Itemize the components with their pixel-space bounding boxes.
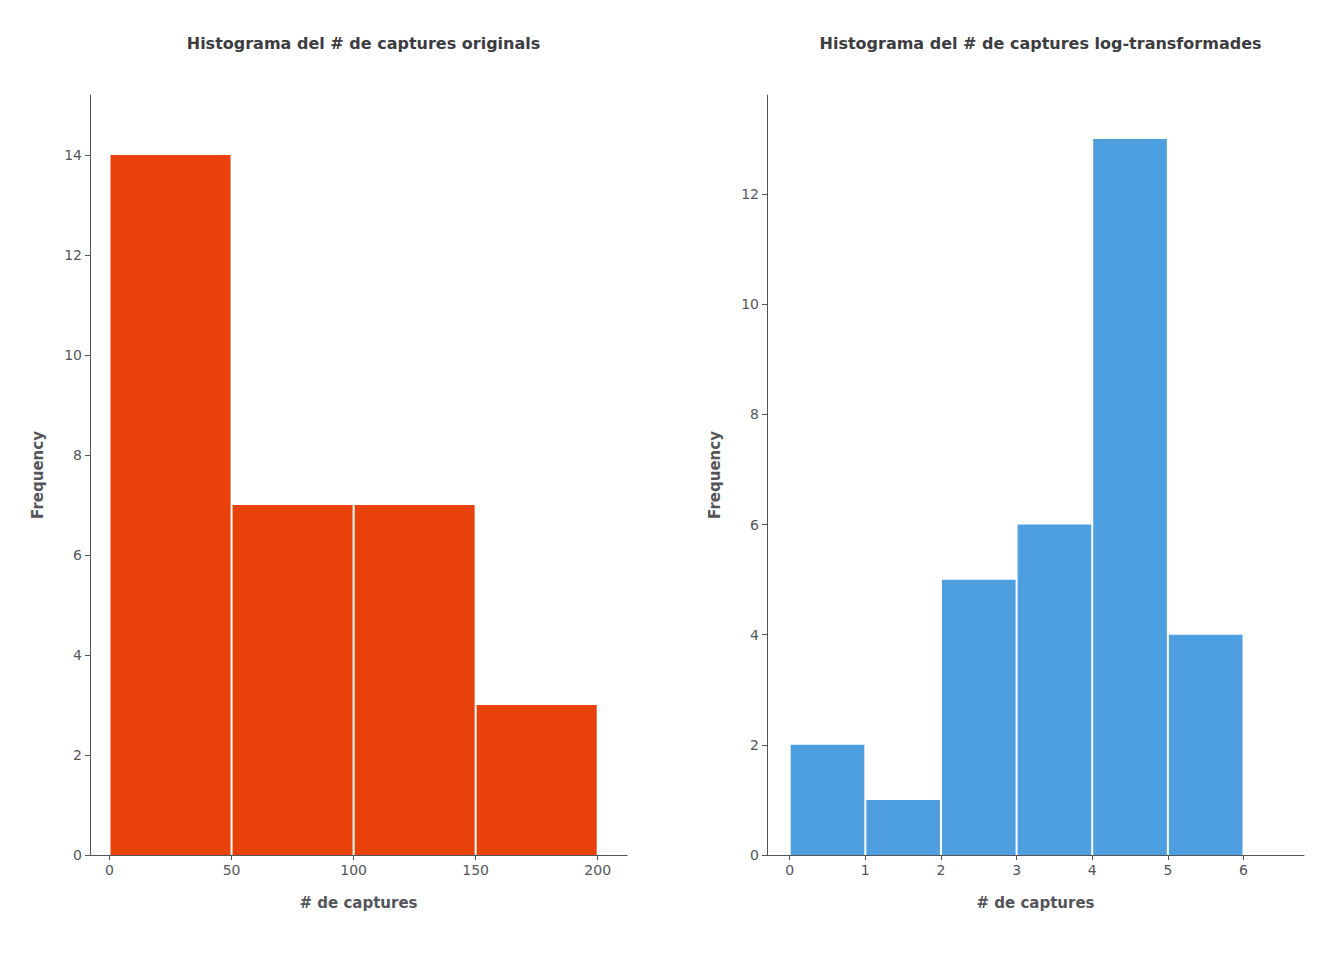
svg-text:Histograma del # de captures l: Histograma del # de captures log-transfo… [820, 34, 1262, 53]
svg-text:Frequency: Frequency [706, 431, 724, 519]
svg-text:2: 2 [73, 747, 82, 763]
svg-text:6: 6 [1239, 862, 1248, 878]
svg-text:6: 6 [73, 547, 82, 563]
svg-text:150: 150 [462, 862, 489, 878]
svg-text:5: 5 [1163, 862, 1172, 878]
svg-text:12: 12 [64, 247, 82, 263]
svg-text:8: 8 [750, 406, 759, 422]
svg-text:1: 1 [861, 862, 870, 878]
svg-text:2: 2 [750, 737, 759, 753]
svg-text:100: 100 [340, 862, 367, 878]
svg-text:0: 0 [750, 847, 759, 863]
svg-text:Histograma del # de captures o: Histograma del # de captures originals [187, 34, 541, 53]
svg-text:2: 2 [936, 862, 945, 878]
svg-text:0: 0 [105, 862, 114, 878]
svg-text:12: 12 [741, 186, 759, 202]
svg-text:4: 4 [73, 647, 82, 663]
svg-text:14: 14 [64, 147, 82, 163]
svg-text:Frequency: Frequency [29, 431, 47, 519]
svg-text:4: 4 [750, 627, 759, 643]
svg-text:10: 10 [64, 347, 82, 363]
svg-text:8: 8 [73, 447, 82, 463]
svg-text:# de captures: # de captures [976, 894, 1094, 912]
svg-text:0: 0 [73, 847, 82, 863]
svg-text:50: 50 [223, 862, 241, 878]
svg-text:# de captures: # de captures [299, 894, 417, 912]
svg-text:4: 4 [1088, 862, 1097, 878]
svg-text:0: 0 [785, 862, 794, 878]
svg-text:200: 200 [584, 862, 611, 878]
svg-text:10: 10 [741, 296, 759, 312]
svg-text:6: 6 [750, 517, 759, 533]
svg-text:3: 3 [1012, 862, 1021, 878]
